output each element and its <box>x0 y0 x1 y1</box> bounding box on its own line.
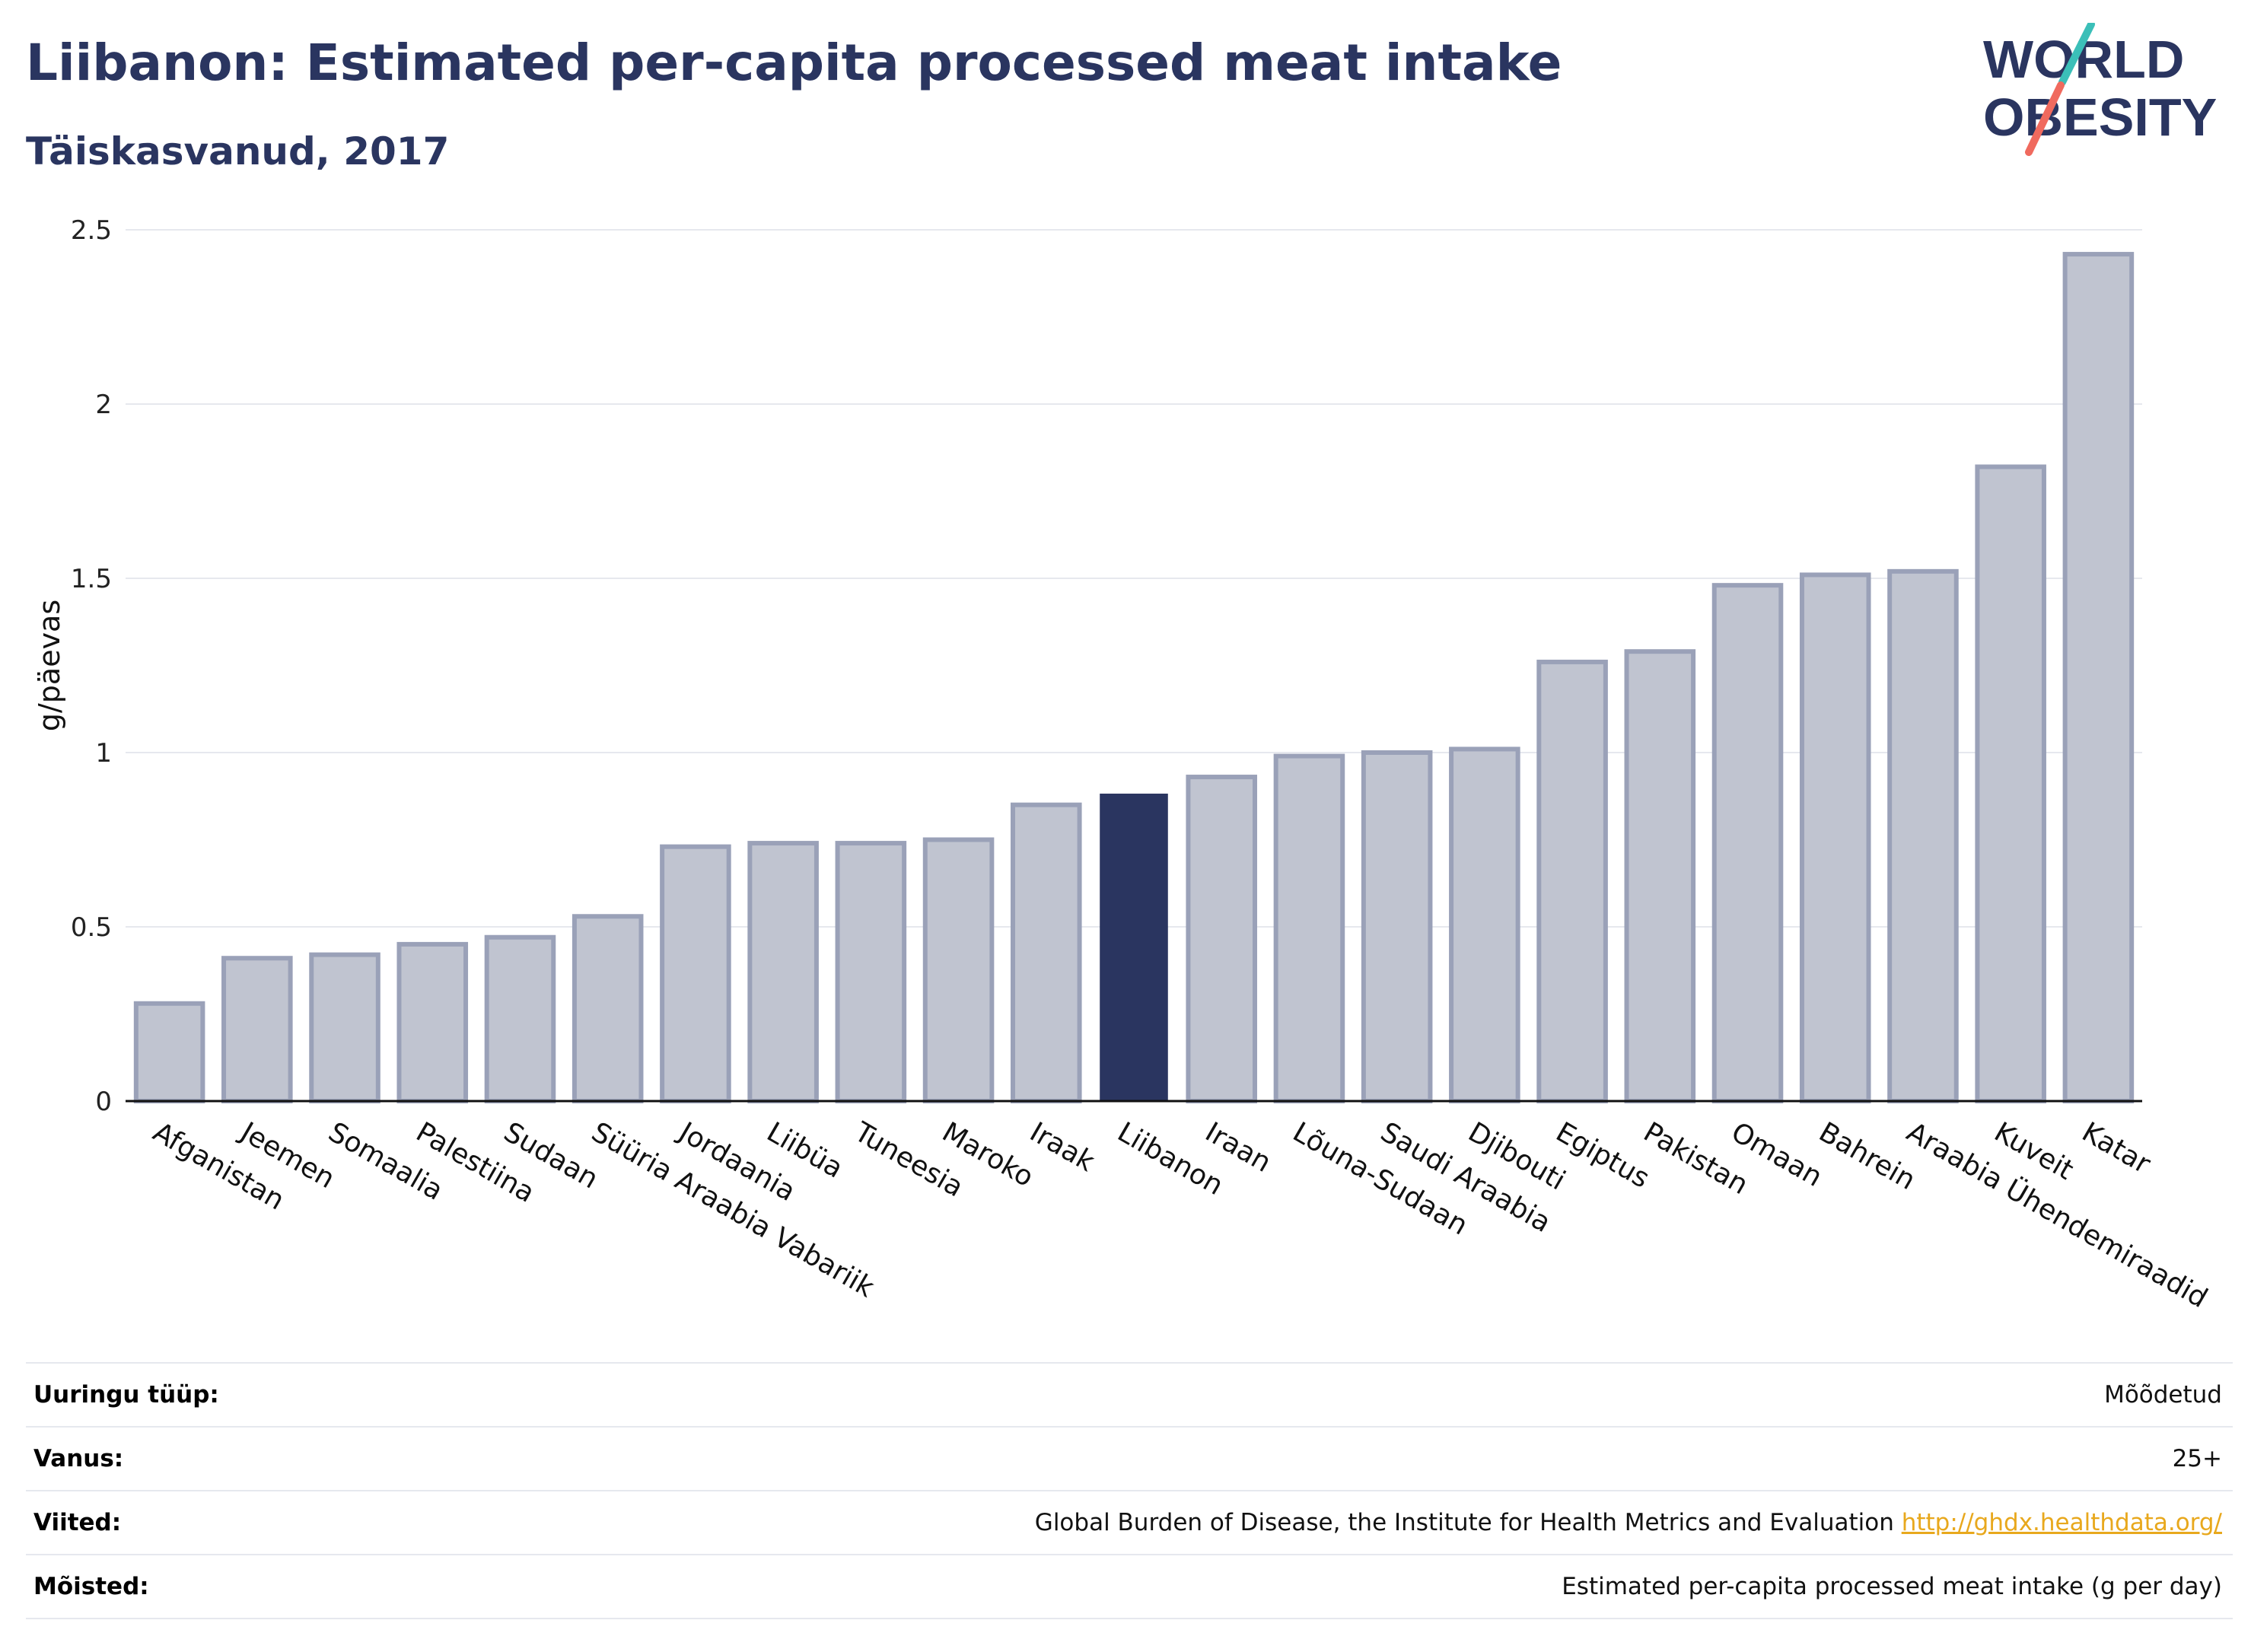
world-obesity-logo: WORLD OBESITY <box>1983 23 2217 156</box>
x-tick-label: Katar <box>2077 1116 2156 1180</box>
y-axis-ticks: 0 0.5 1 1.5 2 2.5 <box>71 215 112 1117</box>
bar <box>660 844 731 1104</box>
bar <box>396 941 469 1104</box>
bar-highlighted <box>1100 793 1168 1102</box>
info-key: Uuringu tüüp: <box>33 1381 219 1408</box>
bar <box>747 841 819 1103</box>
bar <box>1273 753 1345 1104</box>
info-row: Viited: Global Burden of Disease, the Ins… <box>26 1490 2233 1554</box>
info-key: Mõisted: <box>33 1573 149 1600</box>
bar <box>1624 649 1696 1103</box>
bar <box>1711 583 1784 1103</box>
bars <box>133 252 2135 1104</box>
page-title: Liibanon: Estimated per-capita processed… <box>26 33 1562 92</box>
info-key: Viited: <box>33 1509 122 1536</box>
bar <box>1186 775 1258 1103</box>
x-axis-labels: AfganistanJeemenSomaaliaPalestiinaSudaan… <box>148 1116 2213 1314</box>
info-value: Global Burden of Disease, the Institute … <box>1034 1509 2222 1536</box>
y-tick-label: 0 <box>95 1087 112 1117</box>
bar <box>1799 572 1871 1103</box>
info-value: Estimated per-capita processed meat inta… <box>1562 1573 2222 1600</box>
info-row: Mõisted: Estimated per-capita processed m… <box>26 1554 2233 1619</box>
info-value: 25+ <box>2172 1445 2222 1472</box>
y-tick-label: 2.5 <box>71 215 112 246</box>
bar <box>572 914 644 1104</box>
info-value: Mõõdetud <box>2104 1381 2222 1408</box>
info-row: Uuringu tüüp: Mõõdetud <box>26 1362 2233 1426</box>
y-tick-label: 1 <box>95 738 112 769</box>
bar <box>309 952 380 1104</box>
x-tick-label: Egiptus <box>1551 1116 1655 1195</box>
info-row: Vanus: 25+ <box>26 1426 2233 1490</box>
bar <box>1361 750 1433 1103</box>
bar <box>1975 464 2046 1103</box>
y-tick-label: 1.5 <box>71 564 112 594</box>
logo-slash-coral-icon <box>2025 81 2065 156</box>
bar <box>1449 746 1520 1103</box>
bar <box>1887 568 1959 1103</box>
page-subtitle: Täiskasvanud, 2017 <box>26 129 450 173</box>
bar <box>835 841 907 1103</box>
bar <box>133 1001 205 1104</box>
bar <box>484 934 556 1103</box>
source-link[interactable]: http://ghdx.healthdata.org/ <box>1901 1509 2222 1536</box>
logo-line-obesity: OBESITY <box>1983 88 2217 147</box>
bar <box>221 956 293 1103</box>
bar-chart: 0 0.5 1 1.5 2 2.5 AfganistanJeemenSomaaliaPal… <box>33 215 2213 1314</box>
bar <box>1536 659 1608 1103</box>
y-tick-label: 2 <box>95 390 112 420</box>
info-key: Vanus: <box>33 1445 124 1472</box>
bar <box>922 837 995 1103</box>
x-tick-label: Araabia Ühendemiraadid <box>1901 1116 2213 1314</box>
y-tick-label: 0.5 <box>71 912 112 943</box>
y-axis-label: g/päevas <box>33 600 66 731</box>
bar <box>1011 802 1082 1103</box>
info-table: Uuringu tüüp: Mõõdetud Vanus: 25+ Viited: Glo… <box>26 1362 2233 1619</box>
logo-slash-teal-icon <box>2058 23 2095 86</box>
bar <box>2062 252 2135 1103</box>
x-tick-label: Bahrein <box>1813 1116 1920 1196</box>
